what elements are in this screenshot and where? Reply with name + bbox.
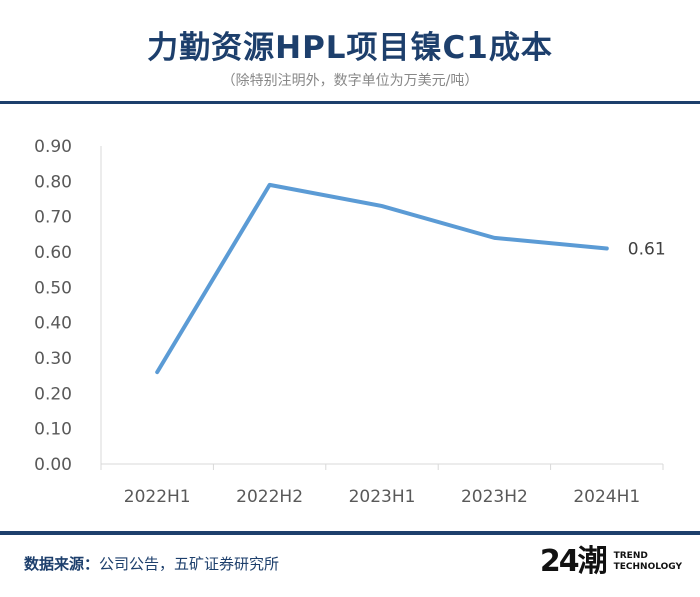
y-tick-label: 0.10: [34, 420, 72, 440]
y-tick-label: 0.50: [34, 278, 72, 298]
y-tick-label: 0.60: [34, 243, 72, 263]
series: 0.61: [155, 182, 666, 375]
brand-mark: 24潮: [539, 544, 608, 579]
y-axis: 0.00 0.10 0.20 0.30 0.40 0.50 0.60 0.70 0.80 0.90: [34, 137, 102, 475]
source-text: 公司公告，五矿证券研究所: [99, 555, 280, 573]
header-divider: [0, 101, 700, 104]
source-label: 数据来源：: [24, 555, 100, 573]
brand-line-1: TREND: [613, 551, 648, 561]
x-axis: 2022H1 2022H2 2023H1 2023H2 2024H1: [100, 463, 664, 507]
x-tick-label: 2022H1: [124, 487, 191, 507]
x-tick-label: 2023H1: [349, 487, 416, 507]
series-line: [155, 182, 609, 375]
y-tick-label: 0.40: [34, 314, 72, 334]
source-note: 数据来源：公司公告，五矿证券研究所: [24, 553, 279, 574]
data-label: 0.61: [628, 239, 666, 259]
y-tick-label: 0.20: [34, 384, 72, 404]
y-tick-label: 0.80: [34, 172, 72, 192]
brand-logo: 24潮 TREND TECHNOLOGY: [540, 545, 682, 579]
x-tick-label: 2024H1: [573, 487, 640, 507]
y-tick-label: 0.70: [34, 208, 72, 228]
y-tick-label: 0.90: [34, 137, 72, 157]
chart-subtitle: （除特别注明外，数字单位为万美元/吨）: [221, 73, 479, 89]
y-tick-label: 0.00: [34, 455, 72, 475]
x-tick-label: 2022H2: [236, 487, 303, 507]
chart-title: 力勤资源HPL项目镍C1成本: [147, 30, 553, 66]
x-tick-label: 2023H2: [461, 487, 528, 507]
line-chart: 0.00 0.10 0.20 0.30 0.40 0.50 0.60 0.70 0.80 0.90…: [34, 137, 666, 507]
brand-text: TREND TECHNOLOGY: [614, 551, 682, 573]
y-tick-label: 0.30: [34, 349, 72, 369]
brand-line-2: TECHNOLOGY: [613, 562, 682, 572]
footer-divider: [0, 531, 700, 535]
